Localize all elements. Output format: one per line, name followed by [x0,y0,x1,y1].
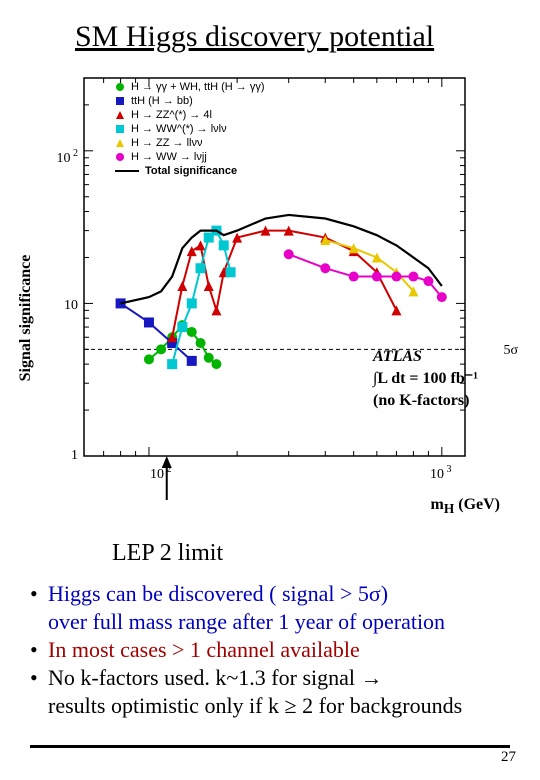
y-axis-label: Signal significance [17,255,35,382]
x-axis-label: mH (GeV) [431,496,500,517]
no-k-label: (no K-factors) [373,390,478,412]
bullet-icon: • [30,636,48,664]
page-number: 27 [501,749,516,766]
bullet-icon [30,608,48,636]
page-title: SM Higgs discovery potential [75,20,434,54]
footer-divider [30,745,510,748]
legend-label: H → WW → lνjj [131,150,207,164]
triangle-icon [115,138,125,148]
bullet-line: •In most cases > 1 channel available [30,636,520,664]
legend-label: H → γγ + WH, ttH (H → γγ) [131,80,265,94]
bullet-text: over full mass range after 1 year of ope… [48,608,520,636]
chart-legend: H → γγ + WH, ttH (H → γγ)ttH (H → bb)H →… [115,80,265,178]
bullet-icon [30,692,48,720]
bullet-icon: • [30,580,48,608]
y-tick-1: 1 [38,448,78,464]
triangle-icon [115,110,125,120]
bullet-line: over full mass range after 1 year of ope… [30,608,520,636]
legend-entry: H → ZZ^(*) → 4l [115,108,265,122]
y-tick-100: 10 2 [38,148,78,167]
bullet-text: results optimistic only if k ≥ 2 for bac… [48,692,520,720]
x-tick-1000: 10 3 [430,464,452,483]
bullet-line: •No k-factors used. k~1.3 for signal → [30,664,520,692]
circle-icon [115,82,125,92]
x-axis-label-text: mH (GeV) [431,496,500,513]
legend-total-label: Total significance [145,164,237,178]
chart-annotation-box: ATLAS ∫L dt = 100 fb⁻¹ (no K-factors) [373,346,478,412]
legend-entry: H → γγ + WH, ttH (H → γγ) [115,80,265,94]
x-tick-100: 10 2 [150,464,172,483]
chart-container: Signal significance mH (GeV) H → γγ + WH… [20,68,520,528]
bullet-text: In most cases > 1 channel available [48,636,520,664]
bullet-line: results optimistic only if k ≥ 2 for bac… [30,692,520,720]
legend-entry: H → ZZ → llνν [115,136,265,150]
legend-total: Total significance [115,164,265,178]
line-icon [115,170,139,172]
y-tick-10: 10 [38,298,78,314]
circle-icon [115,152,125,162]
legend-label: H → ZZ → llνν [131,136,203,150]
bullet-icon: • [30,664,48,692]
five-sigma-label: 5σ [503,343,518,359]
luminosity-label: ∫L dt = 100 fb⁻¹ [373,368,478,390]
legend-entry: H → WW^(*) → lνlν [115,122,265,136]
bullet-text: No k-factors used. k~1.3 for signal → [48,664,520,692]
legend-label: ttH (H → bb) [131,94,193,108]
bullet-list: •Higgs can be discovered ( signal > 5σ)o… [30,580,520,720]
legend-label: H → ZZ^(*) → 4l [131,108,212,122]
square-icon [115,124,125,134]
bullet-line: •Higgs can be discovered ( signal > 5σ) [30,580,520,608]
bullet-text: Higgs can be discovered ( signal > 5σ) [48,580,520,608]
legend-label: H → WW^(*) → lνlν [131,122,227,136]
legend-entry: ttH (H → bb) [115,94,265,108]
square-icon [115,96,125,106]
atlas-label: ATLAS [373,346,478,368]
legend-entry: H → WW → lνjj [115,150,265,164]
lep-limit-label: LEP 2 limit [112,540,223,567]
